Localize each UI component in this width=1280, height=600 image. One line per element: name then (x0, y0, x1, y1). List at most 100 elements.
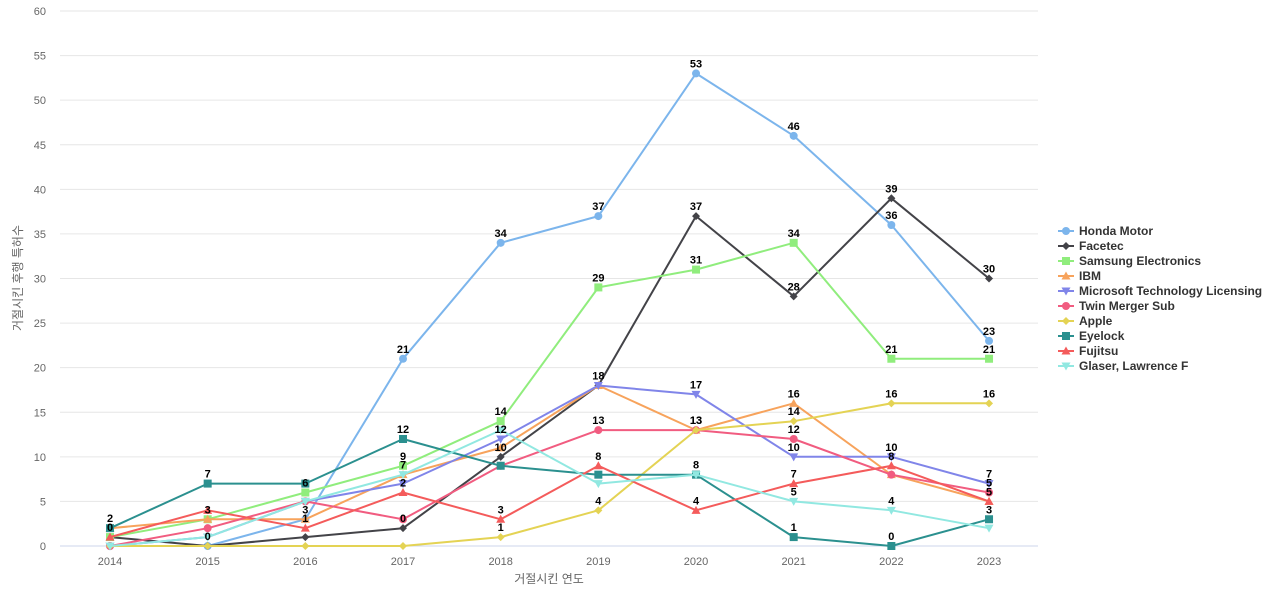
x-axis-title: 거절시킨 연도 (514, 572, 584, 586)
data-point (984, 524, 994, 533)
data-label: 4 (888, 495, 895, 507)
data-label: 8 (888, 451, 894, 463)
data-point (203, 533, 213, 542)
y-tick-label: 5 (40, 496, 46, 508)
series-apple (106, 399, 994, 550)
data-point (496, 514, 506, 523)
data-point (301, 488, 310, 497)
legend-item-microsoft-technology-licensing[interactable]: Microsoft Technology Licensing (1058, 284, 1262, 298)
y-tick-label: 25 (34, 318, 46, 330)
data-label: 39 (885, 183, 897, 195)
data-label: 53 (690, 58, 702, 70)
x-tick-label: 2022 (879, 556, 903, 568)
legend-label: Microsoft Technology Licensing (1079, 284, 1262, 298)
data-label: 1 (791, 522, 797, 534)
data-point (887, 221, 896, 229)
data-point (985, 274, 994, 283)
data-label: 0 (400, 513, 406, 525)
legend-item-samsung-electronics[interactable]: Samsung Electronics (1058, 254, 1201, 268)
data-point (789, 398, 799, 407)
data-label: 18 (592, 371, 604, 383)
data-point (789, 497, 799, 506)
legend-marker (1062, 302, 1070, 310)
legend-marker (1062, 257, 1070, 265)
x-axis-ticks: 2014 2015 2016 2017 2018 2019 2020 2021 2022 2023 (98, 556, 1002, 568)
data-point (789, 533, 798, 542)
series-honda-motor (106, 69, 994, 550)
data-label: 1 (302, 513, 308, 525)
legend-label: Apple (1079, 314, 1113, 328)
data-point (203, 479, 212, 488)
x-tick-label: 2020 (684, 556, 708, 568)
data-point (105, 542, 115, 551)
data-label: 7 (986, 469, 992, 481)
data-point (301, 479, 310, 488)
legend-item-apple[interactable]: Apple (1058, 314, 1113, 328)
data-point (301, 533, 310, 542)
x-tick-label: 2023 (977, 556, 1001, 568)
data-label: 21 (885, 344, 897, 356)
legend-item-twin-merger-sub[interactable]: Twin Merger Sub (1058, 299, 1175, 313)
data-point (984, 480, 994, 489)
legend-item-honda-motor[interactable]: Honda Motor (1058, 224, 1153, 238)
data-point (399, 515, 408, 524)
y-tick-label: 55 (34, 51, 46, 63)
data-point (691, 390, 701, 399)
data-label: 10 (788, 442, 800, 454)
data-point (496, 452, 505, 461)
series-line (109, 429, 990, 547)
data-label: 12 (397, 424, 409, 436)
data-point (692, 69, 701, 78)
data-point (789, 479, 799, 488)
data-point (398, 471, 408, 480)
data-label: 13 (690, 415, 702, 427)
legend-item-fujitsu[interactable]: Fujitsu (1058, 344, 1118, 358)
data-point (692, 265, 701, 274)
data-label: 13 (592, 415, 604, 427)
data-label: 6 (302, 478, 308, 490)
data-label: 0 (888, 531, 894, 543)
data-point (203, 514, 213, 523)
data-point (398, 480, 408, 489)
legend-label: Eyelock (1079, 329, 1125, 343)
data-point (886, 453, 896, 462)
data-label: 8 (693, 460, 699, 472)
data-point (789, 131, 798, 140)
data-label: 7 (791, 469, 797, 481)
data-point (593, 461, 603, 470)
series-line (109, 241, 989, 539)
data-point (399, 461, 408, 470)
data-label: 5 (986, 478, 992, 490)
legend-label: IBM (1079, 269, 1101, 283)
legend-item-ibm[interactable]: IBM (1058, 269, 1101, 283)
legend-label: Honda Motor (1079, 224, 1153, 238)
y-tick-label: 15 (34, 407, 46, 419)
data-point (886, 461, 896, 470)
data-point (203, 524, 212, 533)
y-tick-label: 10 (34, 452, 46, 464)
legend-item-facetec[interactable]: Facetec (1058, 239, 1124, 253)
legend-item-eyelock[interactable]: Eyelock (1058, 329, 1125, 343)
data-label: 3 (498, 504, 504, 516)
data-label: 7 (205, 469, 211, 481)
data-point (594, 506, 603, 515)
data-label: 37 (690, 201, 702, 213)
data-point (399, 354, 408, 363)
data-point (886, 506, 896, 515)
data-point (691, 505, 701, 514)
series-glaser-lawrence-f (105, 426, 994, 551)
data-label: 30 (983, 264, 995, 276)
x-tick-label: 2019 (586, 556, 610, 568)
data-point (496, 426, 506, 435)
data-label: 36 (885, 210, 897, 222)
legend-label: Fujitsu (1079, 344, 1118, 358)
legend-item-glaser-lawrence-f[interactable]: Glaser, Lawrence F (1058, 359, 1188, 373)
series-lines (105, 69, 994, 551)
data-label: 16 (983, 388, 995, 400)
data-label: 23 (983, 326, 995, 338)
series-line (110, 402, 989, 547)
legend-label: Samsung Electronics (1079, 254, 1201, 268)
data-label: 16 (885, 388, 897, 400)
data-point (496, 417, 505, 426)
